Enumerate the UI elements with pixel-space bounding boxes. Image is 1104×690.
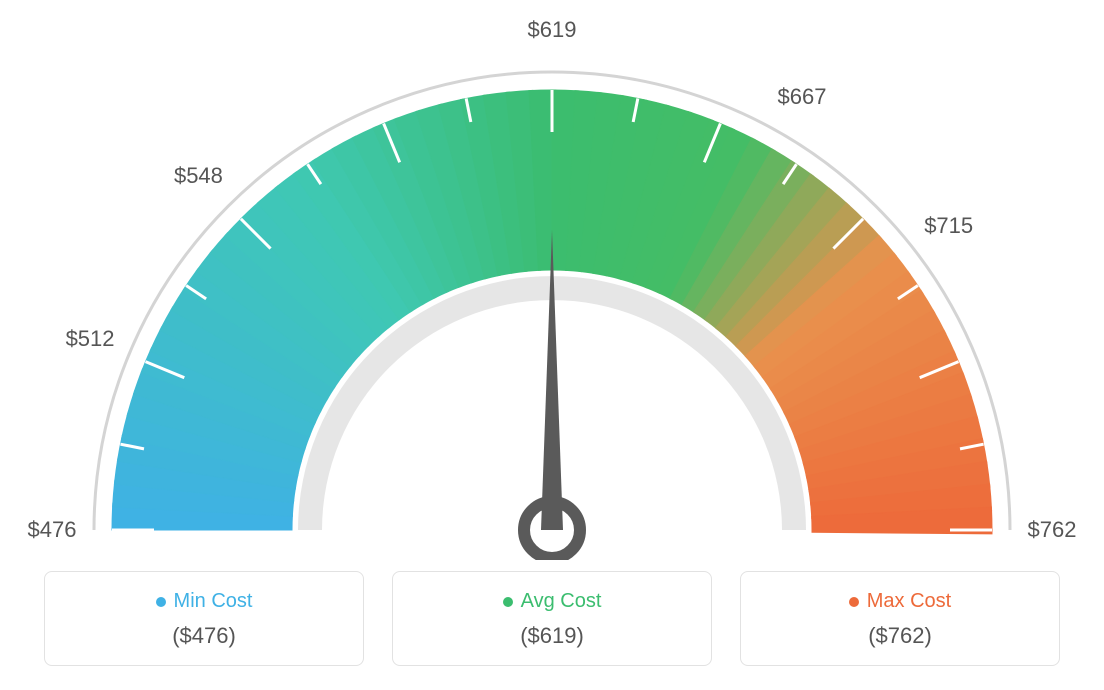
legend-label: Min Cost	[174, 590, 253, 613]
gauge-tick-label: $512	[66, 326, 115, 352]
gauge-tick-label: $476	[28, 517, 77, 543]
gauge-svg	[0, 0, 1104, 560]
legend-card-avg: Avg Cost ($619)	[392, 571, 712, 666]
legend-title-avg: Avg Cost	[503, 590, 602, 613]
gauge-tick-label: $762	[1028, 517, 1077, 543]
legend-dot-avg	[503, 597, 513, 607]
legend-title-max: Max Cost	[849, 590, 951, 613]
legend-value-avg: ($619)	[403, 623, 701, 649]
gauge-tick-label: $715	[924, 213, 973, 239]
legend-card-min: Min Cost ($476)	[44, 571, 364, 666]
legend-title-min: Min Cost	[156, 590, 253, 613]
legend-value-max: ($762)	[751, 623, 1049, 649]
gauge-tick-label: $667	[778, 84, 827, 110]
legend-dot-min	[156, 597, 166, 607]
legend-label: Avg Cost	[521, 590, 602, 613]
legend-card-max: Max Cost ($762)	[740, 571, 1060, 666]
legend-value-min: ($476)	[55, 623, 353, 649]
cost-gauge: $476 $512 $548 $619 $667 $715 $762	[0, 0, 1104, 560]
gauge-tick-label: $548	[174, 163, 223, 189]
legend-row: Min Cost ($476) Avg Cost ($619) Max Cost…	[0, 571, 1104, 666]
legend-dot-max	[849, 597, 859, 607]
gauge-tick-label: $619	[528, 17, 577, 43]
legend-label: Max Cost	[867, 590, 951, 613]
